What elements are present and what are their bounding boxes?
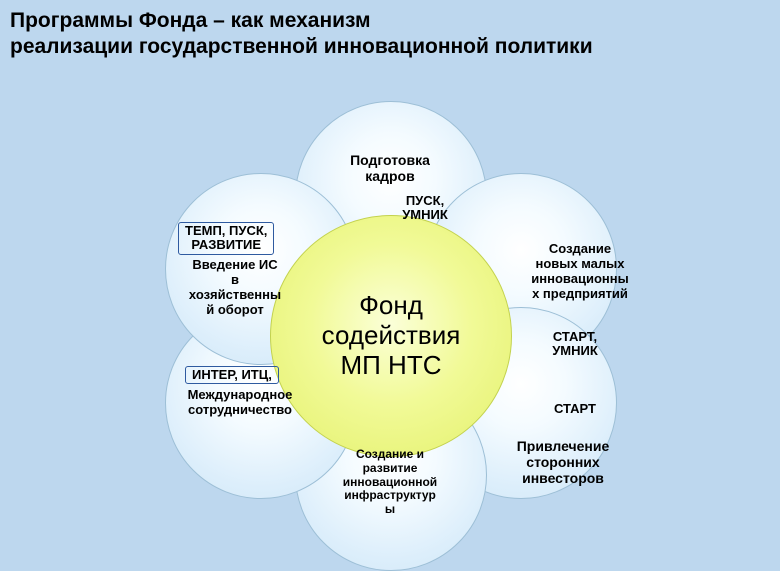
center-line2: содействия — [322, 320, 461, 350]
center-line1: Фонд — [359, 290, 423, 320]
center-text: Фонд содействия МП НТС — [322, 291, 461, 381]
title-line1: Программы Фонда – как механизм — [10, 9, 371, 32]
label-tr: Созданиеновых малыхинновационных предпри… — [520, 242, 640, 302]
label-top: Подготовкакадров — [335, 152, 445, 184]
label-bl: Международноесотрудничество — [170, 388, 310, 418]
tag-bl: ИНТЕР, ИТЦ, — [185, 366, 279, 384]
label-tl: Введение ИСвхозяйственный оборот — [175, 258, 295, 318]
center-line3: МП НТС — [340, 350, 441, 380]
tag-tr: СТАРТ,УМНИК — [540, 330, 610, 359]
title-line2: реализации государственной инновационной… — [10, 35, 593, 58]
diagram-stage: Программы Фонда – как механизм реализаци… — [0, 0, 780, 540]
label-bottom: Создание иразвитиеинновационнойинфрастру… — [315, 448, 465, 517]
tag-top: ПУСК,УМНИК — [390, 194, 460, 223]
tag-tl: ТЕМП, ПУСК,РАЗВИТИЕ — [178, 222, 274, 255]
page-title: Программы Фонда – как механизм реализаци… — [10, 8, 593, 61]
tag-br: СТАРТ — [545, 402, 605, 416]
center-circle: Фонд содействия МП НТС — [270, 215, 512, 457]
label-br: Привлечениестороннихинвесторов — [498, 438, 628, 486]
